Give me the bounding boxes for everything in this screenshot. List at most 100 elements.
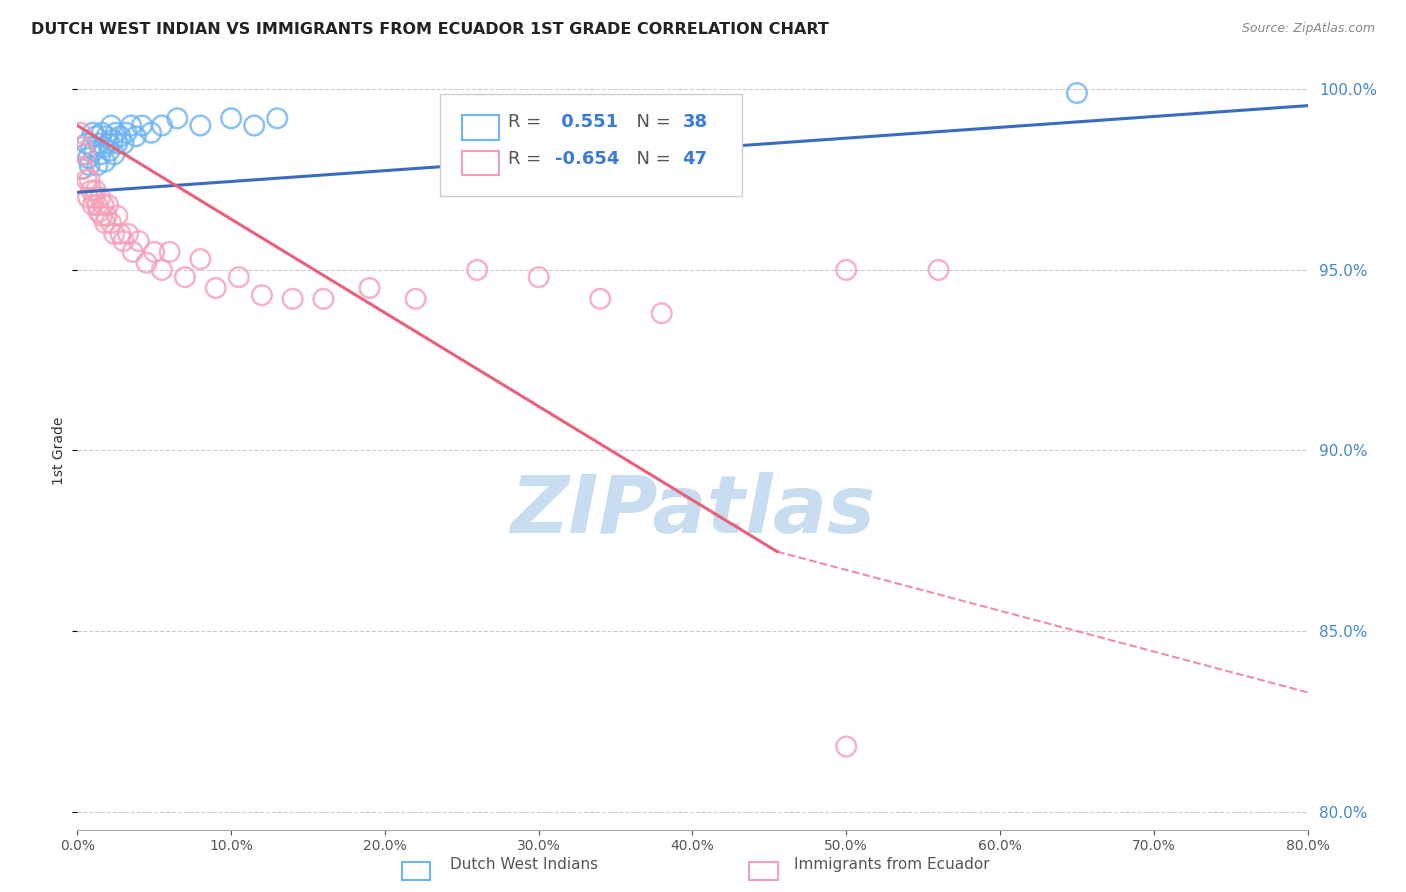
- Point: [174, 270, 197, 285]
- Point: [112, 234, 135, 248]
- Text: 47: 47: [683, 150, 707, 168]
- Point: [79, 172, 101, 186]
- FancyBboxPatch shape: [440, 95, 742, 196]
- Point: [105, 209, 128, 223]
- Point: [250, 288, 273, 302]
- Point: [82, 198, 104, 212]
- Text: R =: R =: [508, 150, 547, 168]
- Point: [76, 172, 98, 186]
- Point: [82, 126, 104, 140]
- Text: ZIPatlas: ZIPatlas: [510, 472, 875, 550]
- Point: [100, 216, 122, 230]
- Point: [928, 263, 950, 277]
- Point: [69, 126, 91, 140]
- Point: [103, 227, 125, 241]
- Point: [73, 147, 96, 161]
- Point: [359, 281, 381, 295]
- Point: [94, 216, 117, 230]
- Point: [79, 158, 101, 172]
- Point: [835, 739, 858, 754]
- Text: 0.551: 0.551: [554, 113, 617, 131]
- Point: [1066, 86, 1088, 100]
- Point: [465, 263, 488, 277]
- Point: [83, 191, 105, 205]
- Point: [159, 244, 181, 259]
- Point: [405, 292, 427, 306]
- Point: [141, 126, 163, 140]
- Point: [98, 144, 121, 158]
- Point: [93, 198, 115, 212]
- Point: [96, 209, 118, 223]
- Point: [120, 119, 142, 133]
- Point: [103, 147, 125, 161]
- Point: [90, 126, 114, 140]
- Point: [135, 256, 157, 270]
- Point: [527, 270, 550, 285]
- Text: N =: N =: [624, 113, 676, 131]
- Point: [204, 281, 226, 295]
- Point: [96, 129, 118, 144]
- Point: [125, 129, 148, 144]
- Point: [110, 129, 132, 144]
- Point: [188, 252, 212, 266]
- Point: [281, 292, 304, 306]
- Point: [128, 234, 150, 248]
- Point: [94, 154, 117, 169]
- Point: [89, 191, 111, 205]
- Point: [73, 147, 96, 161]
- Point: [105, 136, 128, 151]
- Text: Dutch West Indians: Dutch West Indians: [450, 857, 598, 872]
- Point: [90, 209, 114, 223]
- Text: 38: 38: [683, 113, 707, 131]
- Point: [243, 119, 266, 133]
- Text: DUTCH WEST INDIAN VS IMMIGRANTS FROM ECUADOR 1ST GRADE CORRELATION CHART: DUTCH WEST INDIAN VS IMMIGRANTS FROM ECU…: [31, 22, 828, 37]
- Point: [83, 144, 105, 158]
- Point: [150, 263, 173, 277]
- Point: [80, 140, 103, 154]
- Point: [219, 112, 242, 126]
- Point: [166, 112, 188, 126]
- Point: [121, 244, 143, 259]
- Point: [110, 227, 132, 241]
- Point: [115, 126, 138, 140]
- Text: -0.654: -0.654: [554, 150, 619, 168]
- Point: [80, 184, 103, 198]
- Point: [228, 270, 250, 285]
- Text: R =: R =: [508, 113, 547, 131]
- Point: [84, 184, 107, 198]
- Point: [112, 136, 135, 151]
- Point: [100, 119, 122, 133]
- Point: [87, 205, 110, 219]
- Point: [72, 161, 94, 176]
- Point: [77, 191, 100, 205]
- Point: [76, 136, 98, 151]
- Point: [131, 119, 153, 133]
- Point: [93, 140, 115, 154]
- Point: [651, 306, 673, 320]
- Point: [87, 136, 110, 151]
- Point: [97, 136, 120, 151]
- Point: [97, 198, 120, 212]
- Text: N =: N =: [624, 150, 676, 168]
- Text: Source: ZipAtlas.com: Source: ZipAtlas.com: [1241, 22, 1375, 36]
- Point: [589, 292, 612, 306]
- Point: [70, 140, 93, 154]
- Text: Immigrants from Ecuador: Immigrants from Ecuador: [794, 857, 990, 872]
- Point: [86, 198, 108, 212]
- Point: [77, 151, 100, 165]
- Point: [101, 133, 124, 147]
- Point: [117, 227, 139, 241]
- Point: [496, 100, 519, 114]
- Point: [150, 119, 173, 133]
- Point: [143, 244, 166, 259]
- Point: [104, 126, 127, 140]
- Point: [86, 158, 108, 172]
- Point: [89, 147, 111, 161]
- Y-axis label: 1st Grade: 1st Grade: [52, 417, 66, 484]
- Text: R =: R =: [465, 105, 503, 123]
- Point: [188, 119, 212, 133]
- Point: [266, 112, 288, 126]
- Point: [312, 292, 335, 306]
- Point: [835, 263, 858, 277]
- Point: [70, 161, 93, 176]
